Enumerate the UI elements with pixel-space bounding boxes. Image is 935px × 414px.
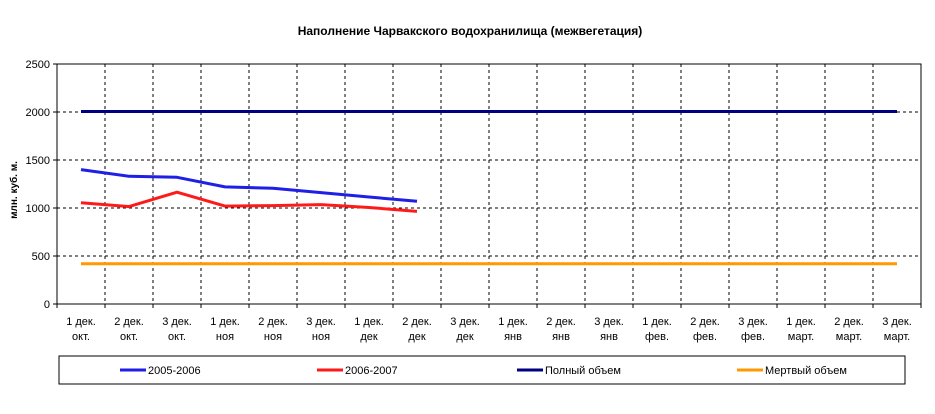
x-tick-label: 2 дек. дек (402, 316, 432, 343)
x-tick-label: 3 дек. дек (450, 316, 480, 343)
y-tick-label: 0 (44, 299, 50, 311)
x-tick-label: 1 дек. ноя (210, 316, 240, 343)
x-tick-label: 1 дек. окт. (66, 316, 96, 343)
x-tick-label: 2 дек. окт. (114, 316, 144, 343)
x-tick-label: 3 дек. янв (594, 316, 624, 343)
x-tick-label: 2 дек. фев. (690, 316, 720, 343)
legend: 2005-2006 2006-2007 Полный объем Мертвый об… (120, 365, 847, 377)
chart-title: Наполнение Чарвакского водохранилища (ме… (298, 24, 643, 38)
y-tick-label: 2000 (26, 107, 50, 119)
y-axis-ticks: 0 500 1000 1500 2000 2500 (26, 59, 57, 311)
legend-label: Мертвый объем (765, 365, 847, 377)
y-tick-label: 1000 (26, 203, 50, 215)
series-line-1 (80, 168, 418, 203)
y-tick-label: 2500 (26, 59, 50, 71)
legend-box (58, 355, 906, 385)
legend-label: 2005-2006 (148, 365, 201, 377)
y-axis-label-group: млн. куб. м. (8, 161, 20, 219)
x-tick-label: 3 дек. фев. (738, 316, 768, 343)
x-tick-label: 1 дек. фев. (642, 316, 672, 343)
x-tick-label: 2 дек. янв (546, 316, 576, 343)
x-tick-label: 3 дек. ноя (306, 316, 336, 343)
x-tick-label: 2 дек. март. (834, 316, 864, 343)
y-tick-label: 1500 (26, 155, 50, 167)
x-tick-label: 1 дек. янв (498, 316, 528, 343)
x-tick-label: 2 дек. ноя (258, 316, 288, 343)
x-axis-ticks: 1 дек. окт. 2 дек. окт. 3 дек. окт. 1 дек. ноя 2… (56, 304, 922, 343)
y-axis-label: млн. куб. м. (8, 161, 20, 219)
legend-label: Полный объем (545, 365, 621, 377)
series-line-2 (80, 190, 418, 213)
x-tick-label: 1 дек. дек (354, 316, 384, 343)
legend-label: 2006-2007 (345, 365, 398, 377)
y-tick-label: 500 (32, 251, 50, 263)
series-lines (80, 110, 897, 266)
x-tick-label: 3 дек. март. (882, 316, 912, 343)
x-tick-label: 3 дек. окт. (162, 316, 192, 343)
x-tick-label: 1 дек. март. (786, 316, 816, 343)
